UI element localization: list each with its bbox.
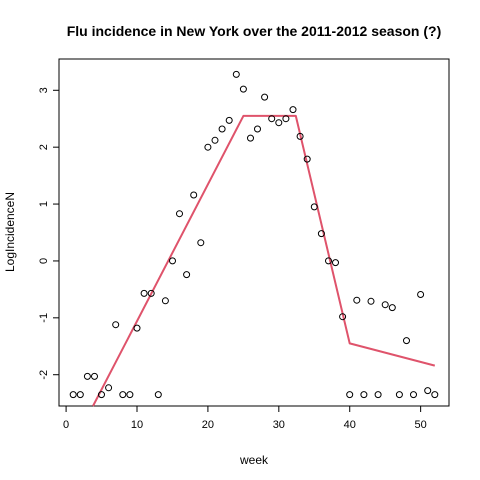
y-axis-label: LogIncidenceN — [3, 192, 17, 272]
y-tick-label: 1 — [38, 201, 50, 207]
fit-line-layer — [92, 114, 436, 407]
data-point — [403, 337, 410, 345]
data-point — [417, 291, 425, 298]
data-point — [69, 391, 77, 399]
data-point — [232, 70, 240, 78]
data-point — [282, 115, 290, 123]
data-point — [310, 203, 318, 211]
y-tick-label: 0 — [38, 258, 50, 264]
data-point — [303, 155, 311, 163]
data-point — [225, 116, 233, 124]
y-tick-label: -1 — [38, 313, 50, 323]
data-point — [239, 85, 247, 93]
plot-frame — [58, 58, 450, 407]
data-point — [91, 372, 98, 380]
data-point — [133, 324, 141, 332]
x-tick-label: 50 — [415, 419, 427, 431]
data-point — [261, 93, 269, 101]
data-point — [339, 313, 347, 321]
data-point — [360, 391, 368, 399]
data-point — [204, 143, 212, 151]
data-point — [161, 297, 169, 305]
data-point — [410, 391, 417, 399]
x-axis-label: week — [239, 453, 269, 467]
data-point — [367, 297, 375, 305]
data-point — [83, 372, 91, 380]
data-point — [388, 304, 396, 312]
data-point — [374, 391, 382, 399]
data-point — [76, 391, 84, 399]
x-tick-label: 20 — [202, 419, 214, 431]
data-points — [69, 70, 439, 399]
data-point — [154, 391, 162, 399]
data-point — [112, 321, 120, 329]
y-tick-label: -2 — [38, 370, 50, 380]
data-point — [346, 391, 354, 399]
data-point — [268, 115, 276, 123]
x-axis: 0 10 20 30 40 50 — [63, 406, 427, 431]
data-point — [98, 391, 105, 399]
data-point — [254, 125, 261, 133]
data-point — [332, 259, 339, 267]
x-tick-label: 30 — [273, 419, 285, 431]
x-tick-label: 10 — [131, 419, 143, 431]
data-point — [353, 296, 361, 304]
x-tick-label: 40 — [344, 419, 356, 431]
data-point — [197, 239, 205, 247]
data-point — [317, 230, 325, 238]
data-point — [381, 301, 389, 309]
data-point — [183, 271, 191, 279]
data-point — [176, 210, 183, 218]
data-point — [289, 106, 297, 114]
y-axis: -2 -1 0 1 2 3 — [38, 87, 59, 380]
data-point — [105, 384, 113, 392]
data-point — [431, 391, 439, 399]
chart-title: Flu incidence in New York over the 2011-… — [67, 23, 442, 39]
data-point — [211, 136, 219, 144]
data-point — [140, 289, 148, 297]
data-point — [190, 191, 198, 199]
data-point — [169, 257, 176, 265]
y-tick-label: 3 — [38, 87, 50, 93]
data-point — [275, 119, 283, 127]
data-point — [119, 391, 127, 399]
data-point — [296, 132, 304, 140]
y-tick-label: 2 — [38, 144, 50, 150]
x-tick-label: 0 — [63, 419, 69, 431]
data-point — [218, 125, 226, 133]
data-point — [147, 289, 155, 297]
data-point — [395, 391, 403, 399]
fit-line — [92, 114, 436, 407]
data-point — [126, 391, 134, 399]
data-point — [424, 387, 432, 395]
data-point — [325, 257, 332, 265]
data-point — [247, 134, 254, 142]
